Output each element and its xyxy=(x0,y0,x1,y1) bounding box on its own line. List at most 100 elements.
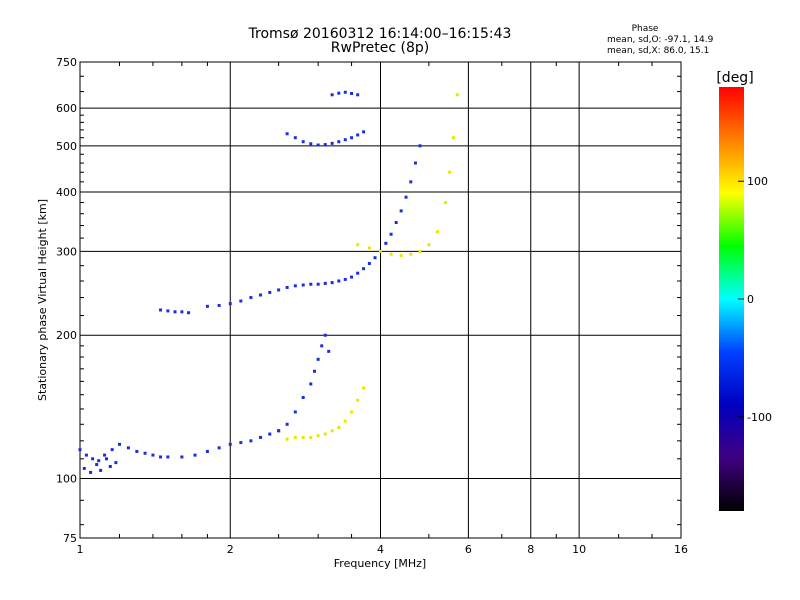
data-point-o xyxy=(327,349,331,353)
y-tick-label: 100 xyxy=(56,473,77,486)
data-point-o xyxy=(293,136,297,140)
data-point-o xyxy=(316,357,320,361)
data-point-o xyxy=(239,299,243,303)
data-point-o xyxy=(337,91,341,95)
data-point-x xyxy=(367,246,371,250)
data-point-o xyxy=(394,221,398,225)
data-point-x xyxy=(409,252,413,256)
phase-legend-title: Phase xyxy=(632,24,659,34)
data-point-o xyxy=(110,448,114,452)
data-point-x xyxy=(444,201,448,205)
axis-ticks: 1 2 4 6 8 10 16 75 100 200 300 400 500 600 750 xyxy=(56,56,688,556)
data-point-o xyxy=(323,333,327,337)
data-point-o xyxy=(309,382,313,386)
data-point-x xyxy=(337,425,341,429)
data-point-o xyxy=(91,457,95,461)
data-point-o xyxy=(205,304,209,308)
data-point-o xyxy=(217,303,221,307)
data-point-o xyxy=(268,432,272,436)
y-tick-label: 600 xyxy=(56,102,77,115)
data-point-o xyxy=(301,283,305,287)
data-point-x xyxy=(301,435,305,439)
data-point-o xyxy=(362,267,366,271)
data-point-o xyxy=(301,140,305,144)
data-point-o xyxy=(259,435,263,439)
x-tick-label: 2 xyxy=(227,543,234,556)
data-point-o xyxy=(135,449,139,453)
data-point-o xyxy=(180,455,184,459)
data-point-o xyxy=(323,143,327,147)
data-point-o xyxy=(418,144,422,148)
data-point-o xyxy=(114,461,118,465)
x-tick-label: 10 xyxy=(572,543,586,556)
colorbar-tick-label: 0 xyxy=(747,293,754,306)
data-point-x xyxy=(330,429,334,433)
phase-legend-o-stats: mean, sd,O: -97.1, 14.9 xyxy=(607,35,714,45)
data-point-o xyxy=(356,93,360,97)
data-point-o xyxy=(350,136,354,140)
data-point-o xyxy=(384,241,388,245)
data-point-o xyxy=(337,279,341,283)
data-point-o xyxy=(180,310,184,314)
data-point-o xyxy=(409,180,413,184)
data-point-o xyxy=(239,441,243,445)
data-point-o xyxy=(293,284,297,288)
x-axis-label: Frequency [MHz] xyxy=(334,557,426,570)
data-point-o xyxy=(217,446,221,450)
data-point-o xyxy=(103,453,107,457)
data-point-o xyxy=(330,141,334,145)
data-point-x xyxy=(379,249,382,253)
data-point-o xyxy=(316,282,320,286)
y-tick-label: 200 xyxy=(56,329,77,342)
y-tick-label: 500 xyxy=(56,140,77,153)
colorbar-tick-label: 100 xyxy=(747,175,768,188)
data-point-x xyxy=(343,419,347,423)
data-point-o xyxy=(159,455,163,459)
chart-title: Tromsø 20160312 16:14:00–16:15:43 xyxy=(248,26,512,42)
data-point-o xyxy=(367,261,371,265)
y-tick-label: 750 xyxy=(56,56,77,69)
x-tick-label: 8 xyxy=(527,543,534,556)
data-point-o xyxy=(78,448,82,452)
data-point-o xyxy=(350,91,354,95)
data-point-o xyxy=(99,468,103,472)
data-point-o xyxy=(356,271,360,275)
data-point-o xyxy=(118,442,122,446)
data-point-o xyxy=(187,311,191,315)
data-point-o xyxy=(97,459,101,463)
data-point-o xyxy=(259,293,263,297)
data-point-o xyxy=(143,451,147,455)
data-point-o xyxy=(228,442,232,446)
data-point-o xyxy=(413,161,417,165)
data-point-x xyxy=(323,432,327,436)
data-point-o xyxy=(126,446,130,450)
x-tick-label: 16 xyxy=(674,543,688,556)
data-point-o xyxy=(205,449,209,453)
data-point-x xyxy=(356,243,360,247)
data-point-o xyxy=(173,310,177,314)
data-point-o xyxy=(249,296,253,300)
data-point-o xyxy=(108,464,112,468)
data-point-o xyxy=(337,140,341,144)
x-tick-label: 6 xyxy=(465,543,472,556)
data-point-o xyxy=(159,308,163,312)
colorbar: [deg] 100 0 -100 xyxy=(716,70,772,511)
y-tick-label: 300 xyxy=(56,245,77,258)
data-point-o xyxy=(89,470,93,474)
data-point-o xyxy=(362,130,366,134)
data-point-x xyxy=(435,230,439,234)
data-point-x xyxy=(350,410,354,414)
data-point-o xyxy=(249,439,253,443)
data-point-o xyxy=(309,142,313,146)
data-point-o xyxy=(309,282,313,286)
data-point-o xyxy=(343,90,347,94)
y-tick-label: 75 xyxy=(63,532,77,545)
data-point-o xyxy=(166,455,170,459)
phase-legend-x-stats: mean, sd,X: 86.0, 15.1 xyxy=(607,46,709,56)
data-point-o xyxy=(312,369,316,373)
data-point-o xyxy=(316,143,320,147)
plot-area xyxy=(79,61,682,539)
data-point-o xyxy=(151,453,155,457)
